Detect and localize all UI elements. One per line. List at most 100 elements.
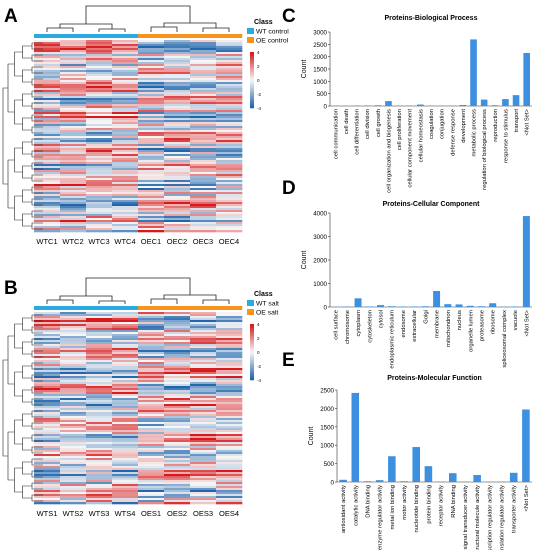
- bar: [523, 52, 530, 106]
- heatmap-cell: [164, 322, 191, 325]
- heatmap-cell: [164, 368, 191, 371]
- heatmap-cell: [60, 42, 87, 45]
- legend-label: OE control: [256, 38, 289, 45]
- heatmap-cell: [190, 492, 217, 495]
- heatmap-cell: [164, 154, 191, 157]
- heatmap-cell: [138, 412, 165, 415]
- heatmap-cell: [138, 224, 165, 227]
- color-bar-step: [250, 64, 254, 67]
- heatmap-cell: [216, 400, 243, 403]
- heatmap-cell: [190, 422, 217, 425]
- heatmap-cell: [112, 76, 139, 79]
- heatmap-cell: [216, 180, 243, 183]
- heatmap-cell: [190, 114, 217, 117]
- heatmap-cell: [164, 228, 191, 231]
- heatmap-cell: [112, 170, 139, 173]
- heatmap-cell: [34, 148, 61, 151]
- heatmap-cell: [34, 328, 61, 331]
- chart-title: Proteins-Biological Process: [385, 15, 478, 22]
- color-bar-step: [250, 334, 254, 337]
- heatmap-cell: [34, 454, 61, 457]
- heatmap-cell: [112, 176, 139, 179]
- heatmap-cell: [34, 202, 61, 205]
- heatmap-cell: [34, 350, 61, 353]
- heatmap-cell: [60, 54, 87, 57]
- heatmap-cell: [86, 76, 113, 79]
- heatmap-cell: [216, 136, 243, 139]
- heatmap-cell: [190, 462, 217, 465]
- heatmap-cell: [60, 384, 87, 387]
- heatmap-cell: [34, 178, 61, 181]
- heatmap-cell: [138, 104, 165, 107]
- heatmap-cell: [112, 350, 139, 353]
- heatmap-cell: [112, 370, 139, 373]
- heatmap-cell: [164, 116, 191, 119]
- heatmap-cell: [60, 134, 87, 137]
- heatmap-cell: [138, 154, 165, 157]
- heatmap-cell: [138, 410, 165, 413]
- heatmap-cell: [34, 480, 61, 483]
- heatmap-cell: [60, 358, 87, 361]
- heatmap-cell: [34, 440, 61, 443]
- heatmap-cell: [112, 92, 139, 95]
- heatmap-cell: [86, 342, 113, 345]
- heatmap-cell: [86, 470, 113, 473]
- heatmap-cell: [34, 346, 61, 349]
- heatmap-cell: [138, 56, 165, 59]
- heatmap-cell: [112, 388, 139, 391]
- heatmap-cell: [86, 228, 113, 231]
- heatmap-cell: [86, 440, 113, 443]
- heatmap-cell: [190, 376, 217, 379]
- bar: [522, 409, 530, 482]
- heatmap-cell: [164, 178, 191, 181]
- x-tick-label: transporter activity: [512, 485, 518, 533]
- heatmap-cell: [86, 164, 113, 167]
- heatmap-cell: [86, 350, 113, 353]
- color-bar-step: [250, 332, 254, 335]
- heatmap-cell: [164, 48, 191, 51]
- heatmap-cell: [138, 478, 165, 481]
- dendrogram-link: [31, 422, 43, 430]
- heatmap-cell: [112, 406, 139, 409]
- x-tick-label: cell death: [344, 109, 350, 134]
- heatmap-cell: [138, 196, 165, 199]
- heatmap-cell: [138, 216, 165, 219]
- heatmap-cell: [86, 320, 113, 323]
- heatmap-cell: [216, 312, 243, 315]
- heatmap-cell: [138, 452, 165, 455]
- x-tick-label: enzyme regulator activity: [378, 485, 384, 550]
- dendrogram-link: [14, 195, 23, 221]
- heatmap-cell: [164, 156, 191, 159]
- heatmap-cell: [34, 214, 61, 217]
- heatmap-cell: [112, 78, 139, 81]
- column-label: OEC2: [167, 237, 187, 246]
- heatmap-cell: [34, 318, 61, 321]
- heatmap-cell: [138, 206, 165, 209]
- heatmap-cell: [138, 460, 165, 463]
- heatmap-cell: [138, 218, 165, 221]
- heatmap-cell: [138, 368, 165, 371]
- heatmap-cell: [164, 226, 191, 229]
- column-label: WTC1: [36, 237, 57, 246]
- heatmap-cell: [86, 446, 113, 449]
- heatmap-cell: [216, 428, 243, 431]
- heatmap-cell: [190, 154, 217, 157]
- class-bar-cell: [112, 34, 139, 38]
- heatmap-cell: [190, 46, 217, 49]
- heatmap-cell: [112, 64, 139, 67]
- heatmap-cell: [34, 60, 61, 63]
- heatmap-cell: [86, 390, 113, 393]
- heatmap-cell: [138, 106, 165, 109]
- heatmap-cell: [138, 176, 165, 179]
- heatmap-cell: [60, 64, 87, 67]
- heatmap-cell: [86, 424, 113, 427]
- heatmap-cell: [86, 432, 113, 435]
- heatmap-cell: [60, 136, 87, 139]
- heatmap-cell: [112, 312, 139, 315]
- heatmap-cell: [216, 50, 243, 53]
- y-tick-label: 0: [324, 305, 328, 312]
- heatmap-cell: [112, 496, 139, 499]
- color-bar-step: [250, 324, 254, 327]
- heatmap-cell: [86, 348, 113, 351]
